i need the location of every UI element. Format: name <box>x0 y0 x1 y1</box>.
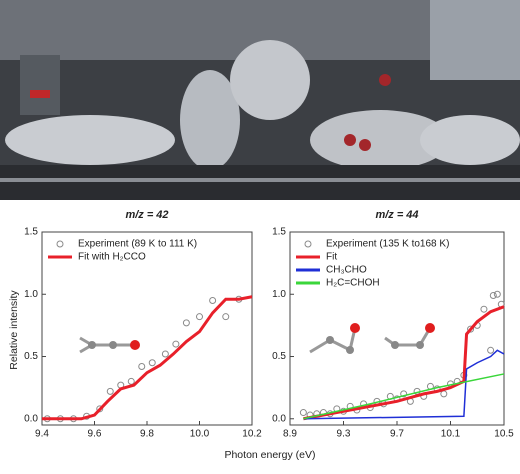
legend-label: Fit <box>326 252 337 263</box>
data-point <box>127 377 135 385</box>
molecule-icons <box>79 323 435 354</box>
legend-marker <box>304 240 312 248</box>
data-point <box>467 325 475 333</box>
data-point <box>96 405 104 413</box>
y-tick-label: 0.0 <box>272 413 286 424</box>
data-point <box>480 305 488 313</box>
y-tick-label: 1.0 <box>24 289 38 300</box>
data-point <box>400 390 408 398</box>
data-point <box>138 362 146 370</box>
y-tick-label: 1.5 <box>272 227 286 238</box>
x-tick-label: 8.9 <box>283 429 297 440</box>
x-tick-label: 9.4 <box>35 429 49 440</box>
data-point <box>489 292 497 300</box>
x-tick-label: 10.0 <box>190 429 210 440</box>
data-line <box>42 295 253 421</box>
data-point <box>440 390 448 398</box>
y-tick-label: 0.5 <box>24 351 38 362</box>
y-axis-label: Relative intensity <box>8 290 20 370</box>
legend-label: H₂C=CHOH <box>326 278 380 289</box>
data-point <box>487 346 495 354</box>
data-point <box>493 290 501 298</box>
data-point <box>299 409 307 417</box>
legend-label: CH₃CHO <box>326 265 367 276</box>
data-line <box>303 373 505 420</box>
legend-label: Experiment (135 K to168 K) <box>326 239 449 250</box>
data-point <box>148 359 156 367</box>
x-tick-label: 10.5 <box>494 429 514 440</box>
legend-marker <box>56 240 64 248</box>
legend-label: Experiment (89 K to 111 K) <box>78 239 197 250</box>
lab-photo <box>0 0 520 200</box>
data-point <box>172 340 180 348</box>
x-tick-label: 9.8 <box>140 429 154 440</box>
data-point <box>161 350 169 358</box>
chart-title: m/z = 42 <box>125 209 168 221</box>
plot-frame <box>41 231 253 426</box>
x-axis-label: Photon energy (eV) <box>224 449 315 461</box>
x-tick-label: 9.3 <box>337 429 351 440</box>
x-tick-label: 9.6 <box>88 429 102 440</box>
legend-label: Fit with H₂CCO <box>78 252 146 263</box>
data-point <box>196 313 203 321</box>
y-tick-label: 1.0 <box>272 289 286 300</box>
x-tick-label: 10.2 <box>242 429 262 440</box>
data-point <box>209 296 217 304</box>
y-tick-label: 1.5 <box>24 227 38 238</box>
y-tick-label: 0.0 <box>24 413 38 424</box>
data-point <box>106 387 114 395</box>
x-tick-label: 9.7 <box>390 429 404 440</box>
data-point <box>222 313 230 321</box>
x-tick-label: 10.1 <box>441 429 461 440</box>
y-tick-label: 0.5 <box>272 351 286 362</box>
data-line <box>303 349 505 420</box>
data-line <box>303 305 505 421</box>
data-point <box>182 319 190 327</box>
chart-title: m/z = 44 <box>375 209 418 221</box>
